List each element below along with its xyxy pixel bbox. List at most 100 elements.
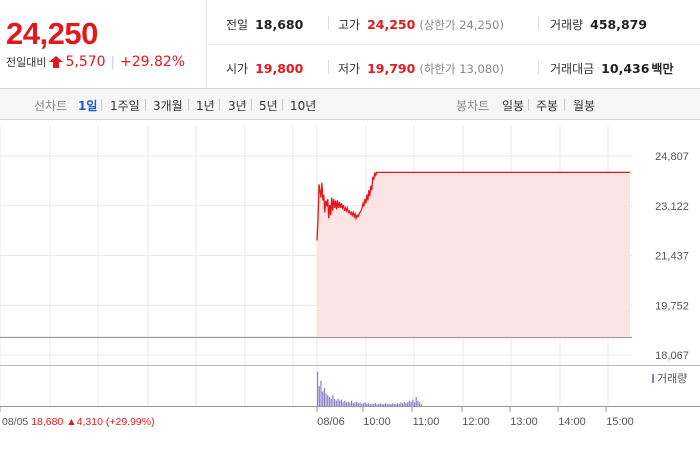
high-cell: 고가 24,250 (상한가 24,250): [338, 16, 504, 33]
tab-daily-candle[interactable]: 일봉: [502, 99, 525, 113]
up-arrow-icon: [49, 56, 64, 68]
volume-bar: [349, 402, 351, 406]
volume-value: 458,879: [590, 17, 648, 32]
volume-bar: [400, 402, 402, 406]
tab-1w[interactable]: 1주일: [110, 99, 140, 113]
volume-bar: [415, 397, 417, 406]
volume-bar: [332, 395, 334, 406]
volume-bar: [396, 403, 399, 406]
price-change-row: 전일대비 5,570 | +29.82%: [6, 54, 185, 70]
open-cell: 시가 19,800: [226, 60, 303, 77]
volume-bar: [395, 404, 397, 406]
volume-bar: [340, 399, 342, 406]
prev-day-arrow: ▲: [66, 416, 76, 428]
volume-bar: [383, 403, 385, 406]
y-tick-label: 23,122: [655, 201, 689, 213]
volume-bar: [357, 403, 359, 406]
prev-close-value: 18,680: [255, 17, 304, 32]
tab-3m[interactable]: 3개월: [153, 99, 183, 113]
quote-info-grid: 전일 18,680 고가 24,250 (상한가 24,250) 거래량 458…: [208, 0, 700, 88]
chart-tabs-bar: 선차트 1일 1주일 3개월 1년 3년 5년 10년 봉차트 일봉 주봉 월봉: [0, 88, 700, 120]
volume-bar: [354, 402, 356, 406]
trade-value-value: 10,436: [601, 61, 650, 76]
volume-bar: [334, 398, 336, 406]
volume-bar: [347, 401, 349, 406]
volume-bar: [359, 402, 361, 406]
prev-day-date: 08/05: [2, 416, 31, 428]
volume-bar: [381, 404, 383, 406]
y-tick-label: 19,752: [655, 300, 689, 312]
row-divider: [208, 44, 700, 45]
current-price: 24,250: [6, 16, 98, 51]
volume-bar: [413, 402, 416, 406]
volume-bar: [368, 403, 370, 406]
volume-bar: [317, 371, 319, 406]
volume-bar: [379, 403, 382, 406]
volume-bar: [342, 401, 344, 406]
volume-bar: [325, 393, 327, 406]
tab-10y[interactable]: 10년: [290, 99, 317, 113]
volume-bar: [419, 402, 421, 406]
volume-bar: [339, 400, 341, 406]
y-tick-label: 21,437: [655, 251, 689, 263]
volume-bar: [373, 403, 375, 406]
tab-monthly-candle[interactable]: 월봉: [573, 99, 596, 113]
tab-weekly-candle[interactable]: 주봉: [536, 99, 559, 113]
open-value: 19,800: [255, 61, 304, 76]
prev-day-change: 4,310: [77, 416, 106, 428]
x-tick-label: 14:00: [558, 416, 586, 428]
high-label: 고가: [338, 18, 361, 32]
prev-close-cell: 전일 18,680: [226, 16, 303, 33]
prev-close-label: 전일: [226, 18, 249, 32]
volume-bar: [402, 403, 404, 406]
tab-1y[interactable]: 1년: [196, 99, 215, 113]
volume-legend-label: 거래량: [657, 372, 687, 385]
volume-bar: [390, 404, 392, 406]
volume-bar: [335, 400, 337, 406]
volume-bar: [356, 401, 358, 406]
divider: [328, 60, 329, 74]
tab-divider: [219, 99, 220, 111]
candle-chart-label: 봉차트: [456, 99, 490, 113]
volume-bar: [371, 403, 373, 406]
volume-label: 거래량: [550, 18, 584, 32]
volume-bar: [330, 398, 332, 406]
volume-bar: [420, 404, 422, 406]
volume-bar: [361, 403, 363, 406]
trade-value-unit: 백만: [651, 62, 674, 76]
tab-divider: [101, 99, 102, 111]
divider: [538, 16, 539, 30]
tab-divider: [188, 99, 189, 111]
x-tick-label: 11:00: [413, 416, 440, 428]
price-area-fill: [317, 172, 630, 337]
volume-bar: [412, 399, 414, 406]
volume-bar: [405, 403, 407, 406]
high-value: 24,250: [367, 17, 416, 32]
volume-bar: [366, 403, 368, 406]
volume-bar: [364, 402, 366, 406]
change-divider: |: [110, 54, 115, 70]
tab-divider: [251, 99, 252, 111]
volume-legend-swatch: [652, 374, 654, 383]
tab-1d[interactable]: 1일: [78, 99, 98, 113]
volume-bar: [398, 403, 400, 406]
volume-bar: [393, 403, 395, 406]
volume-bar: [388, 403, 390, 406]
volume-bar: [351, 400, 353, 406]
tab-divider: [564, 99, 565, 111]
trade-value-cell: 거래대금 10,436 백만: [550, 60, 674, 77]
y-tick-label: 18,067: [655, 350, 689, 362]
volume-bar: [323, 388, 325, 406]
volume-bar: [374, 403, 376, 406]
volume-bar: [369, 404, 371, 406]
volume-bar: [386, 404, 388, 406]
volume-bar: [408, 400, 410, 406]
x-tick-label: 08/06: [317, 416, 345, 428]
volume-bar: [345, 402, 348, 406]
volume-bar: [322, 391, 324, 406]
open-label: 시가: [226, 62, 249, 76]
change-amount: 5,570: [65, 54, 106, 70]
prev-day-close: 18,680: [31, 416, 66, 428]
tab-5y[interactable]: 5년: [259, 99, 278, 113]
tab-3y[interactable]: 3년: [228, 99, 247, 113]
